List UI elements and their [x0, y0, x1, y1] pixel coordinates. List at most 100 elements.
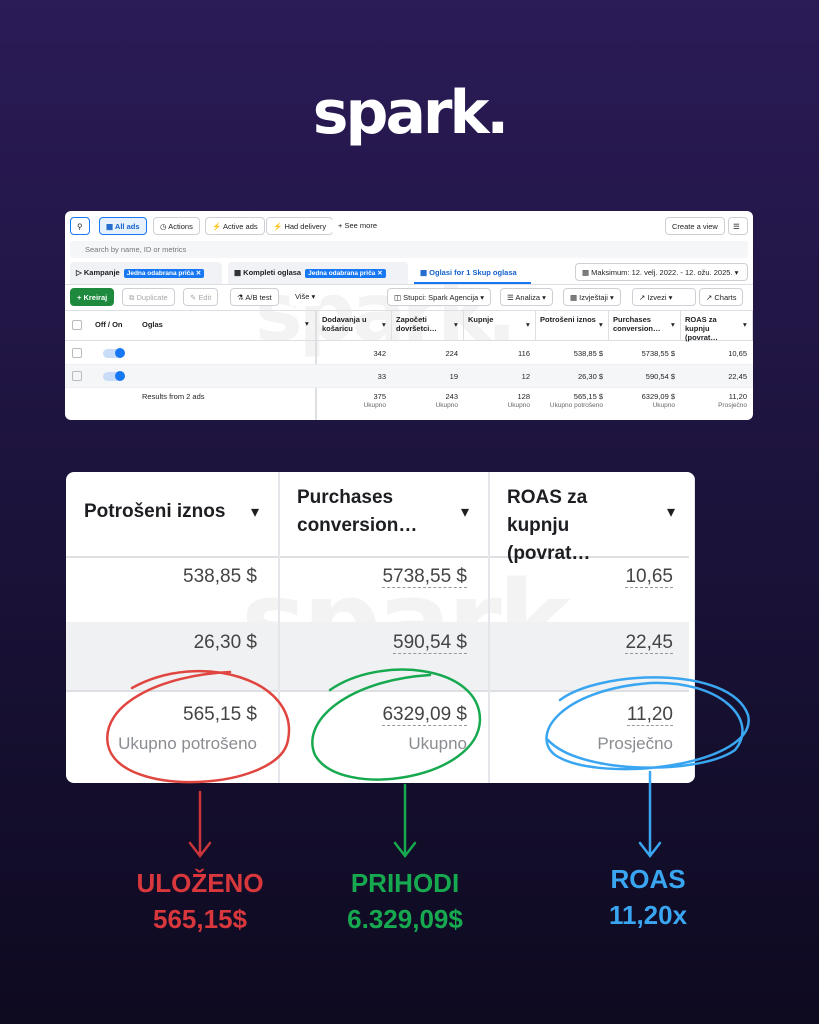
header-row-bg: [65, 310, 753, 341]
campaigns-tab[interactable]: ▷ Kampanje Jedna odabrana priča ✕: [70, 262, 222, 284]
green-arrow: [393, 783, 417, 859]
checkbox: [72, 320, 82, 330]
create-view-button[interactable]: Create a view: [665, 217, 725, 235]
label: Charts: [714, 293, 737, 302]
columns-button[interactable]: ◫ Stupci: Spark Agencija ▾: [387, 288, 492, 306]
total-value: 243: [445, 392, 458, 401]
total-label: Ukupno: [507, 402, 530, 409]
header-cell: Off / On: [95, 320, 123, 329]
row-line: [66, 690, 689, 692]
reports-button[interactable]: ▦ Izvještaji ▾: [563, 288, 621, 306]
header-cell: ROAS za kupnju (povrat…: [685, 315, 718, 342]
cell-value: 5738,55 $: [641, 349, 675, 358]
ad-sets-tab[interactable]: ▦ Kompleti oglasa Jedna odabrana priča ✕: [228, 262, 408, 284]
header-cell: Oglas: [142, 320, 163, 329]
sort-icon: ▾: [251, 504, 260, 521]
edit-button[interactable]: ✎ Edit: [183, 288, 219, 306]
total-label: Ukupno: [363, 402, 386, 409]
blue-arrow: [638, 770, 662, 859]
total-label: Ukupno: [408, 734, 467, 753]
duplicate-button[interactable]: ⧉ Duplicate: [122, 288, 175, 306]
cell-value: 22,45: [728, 372, 747, 381]
cell-value: 342: [373, 349, 386, 358]
search-input[interactable]: Search by name, ID or metrics: [70, 241, 748, 258]
zoomed-table: spark. Potrošeni iznos ▾ 538,85 $26,30 $56…: [66, 472, 695, 783]
toggle[interactable]: [103, 372, 123, 381]
value-text: 11,20: [626, 704, 673, 726]
analysis-button[interactable]: ☰ Analiza ▾: [500, 288, 553, 306]
cell-value: 26,30 $: [66, 632, 257, 654]
sort-icon: ▾: [599, 320, 603, 329]
label: Edit: [198, 293, 212, 302]
tab-label: Kompleti oglasa: [243, 268, 302, 277]
total-label: Prosječno: [718, 402, 747, 409]
actions-button[interactable]: ◷ Actions: [153, 217, 200, 235]
tab-label: Kampanje: [83, 268, 120, 277]
header-cell: Započeti dovršetci…: [396, 315, 437, 333]
more-button[interactable]: Više ▾: [289, 288, 322, 306]
export-button[interactable]: ↗ Izvezi ▾: [632, 288, 696, 306]
green-circle: [311, 668, 482, 781]
column-divider: [535, 310, 536, 341]
label: Analiza: [515, 293, 541, 302]
settings-button[interactable]: ☰: [728, 217, 748, 235]
chip: Jedna odabrana priča ✕: [123, 269, 205, 278]
column-divider: [680, 310, 681, 341]
label: Active ads: [223, 222, 258, 231]
checkbox: [72, 371, 82, 381]
cell-value: 590,54 $: [279, 632, 467, 654]
cell-value: 33: [377, 372, 386, 381]
active-ads-button[interactable]: ⚡ Active ads: [205, 217, 265, 235]
search-button[interactable]: ⚲: [70, 217, 90, 235]
column-divider: [752, 310, 753, 341]
header-cell: Purchases conversion…: [297, 487, 418, 536]
ab-test-button[interactable]: ⚗ A/B test: [230, 288, 279, 306]
cell-value: 22,45: [489, 632, 673, 654]
column-divider: [488, 472, 490, 783]
header-cell: Potrošeni iznos: [84, 501, 226, 522]
checkbox: [72, 348, 82, 358]
total-value: 128: [517, 392, 530, 401]
label: All ads: [114, 222, 140, 231]
see-more-button[interactable]: + See more: [332, 217, 383, 235]
sort-icon: ▾: [305, 319, 309, 328]
annotations: ULOŽENO 565,15$ PRIHODI 6.329,09$ ROAS 11,20x: [0, 864, 819, 948]
charts-button[interactable]: ↗ Charts: [699, 288, 744, 306]
cell-value: 116: [518, 349, 530, 358]
sort-icon: ▾: [743, 320, 747, 329]
annotation-value: 11,20x: [608, 900, 688, 930]
cell-value: 538,85 $: [66, 566, 257, 588]
value-text: 565,15 $: [183, 704, 257, 725]
row-bg: [65, 365, 753, 388]
all-ads-button[interactable]: ▦ All ads: [99, 217, 147, 235]
value-text: 5738,55 $: [382, 566, 467, 588]
annotation-value: 565,15$: [153, 904, 247, 934]
total-value: 565,15 $: [66, 704, 257, 726]
header-cell: Dodavanja u košaricu: [322, 315, 367, 333]
cell-value: 10,65: [489, 566, 673, 588]
column-divider: [608, 310, 609, 341]
divider: [65, 284, 753, 285]
sort-icon: ▾: [461, 504, 470, 521]
label: Had delivery: [284, 222, 327, 231]
cell-value: 12: [521, 372, 530, 381]
label: Duplicate: [136, 293, 168, 302]
had-delivery-button[interactable]: ⚡ Had delivery: [266, 217, 334, 235]
total-label: Ukupno potrošeno: [549, 402, 603, 409]
column-divider: [694, 472, 695, 783]
total-label: Prosječno: [597, 734, 673, 753]
ads-tab[interactable]: ▦ Oglasi for 1 Skup oglasa: [414, 262, 531, 284]
create-button[interactable]: + Kreiraj: [70, 288, 115, 306]
sort-icon: ▾: [454, 320, 458, 329]
label: Izvezi: [647, 293, 667, 302]
chip: Jedna odabrana priča ✕: [305, 269, 386, 278]
sort-icon: ▾: [667, 504, 676, 521]
total-value: 565,15 $: [573, 392, 603, 401]
toggle[interactable]: [103, 349, 123, 358]
summary-label: Results from 2 ads: [142, 392, 205, 401]
annotation-title: ROAS: [610, 864, 686, 894]
cell-value: 224: [445, 349, 458, 358]
zoomed-columns: Potrošeni iznos ▾ 538,85 $ 26,30 $ 565,15 $ U…: [66, 472, 695, 783]
date-range-button[interactable]: ▦ Maksimum: 12. velj. 2022. - 12. ožu. 2…: [575, 263, 748, 281]
